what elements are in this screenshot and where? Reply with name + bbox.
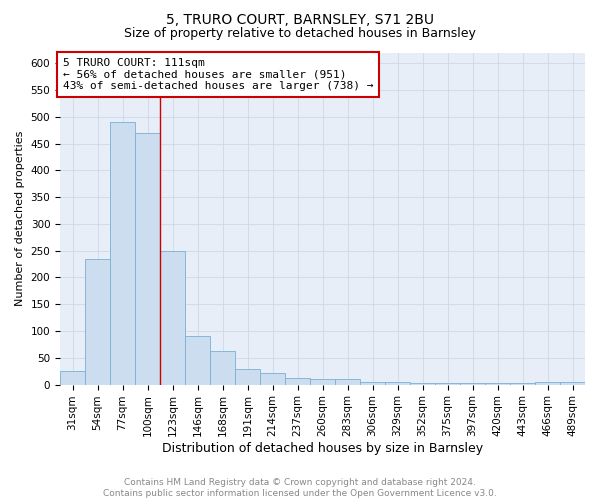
Bar: [235, 368, 260, 384]
Bar: [210, 351, 235, 384]
Text: 5 TRURO COURT: 111sqm
← 56% of detached houses are smaller (951)
43% of semi-det: 5 TRURO COURT: 111sqm ← 56% of detached …: [62, 58, 373, 91]
Bar: [85, 258, 110, 384]
Bar: [360, 382, 385, 384]
Bar: [385, 382, 410, 384]
Bar: [335, 379, 360, 384]
Text: Contains HM Land Registry data © Crown copyright and database right 2024.
Contai: Contains HM Land Registry data © Crown c…: [103, 478, 497, 498]
Bar: [485, 383, 510, 384]
Bar: [460, 383, 485, 384]
Bar: [260, 373, 285, 384]
Bar: [110, 122, 135, 384]
Text: 5, TRURO COURT, BARNSLEY, S71 2BU: 5, TRURO COURT, BARNSLEY, S71 2BU: [166, 12, 434, 26]
Bar: [60, 371, 85, 384]
Bar: [535, 382, 560, 384]
X-axis label: Distribution of detached houses by size in Barnsley: Distribution of detached houses by size …: [162, 442, 483, 455]
Bar: [510, 383, 535, 384]
Bar: [310, 379, 335, 384]
Bar: [435, 383, 460, 384]
Y-axis label: Number of detached properties: Number of detached properties: [15, 131, 25, 306]
Bar: [135, 133, 160, 384]
Bar: [185, 336, 210, 384]
Bar: [410, 383, 435, 384]
Text: Size of property relative to detached houses in Barnsley: Size of property relative to detached ho…: [124, 28, 476, 40]
Bar: [160, 250, 185, 384]
Bar: [560, 382, 585, 384]
Bar: [285, 378, 310, 384]
